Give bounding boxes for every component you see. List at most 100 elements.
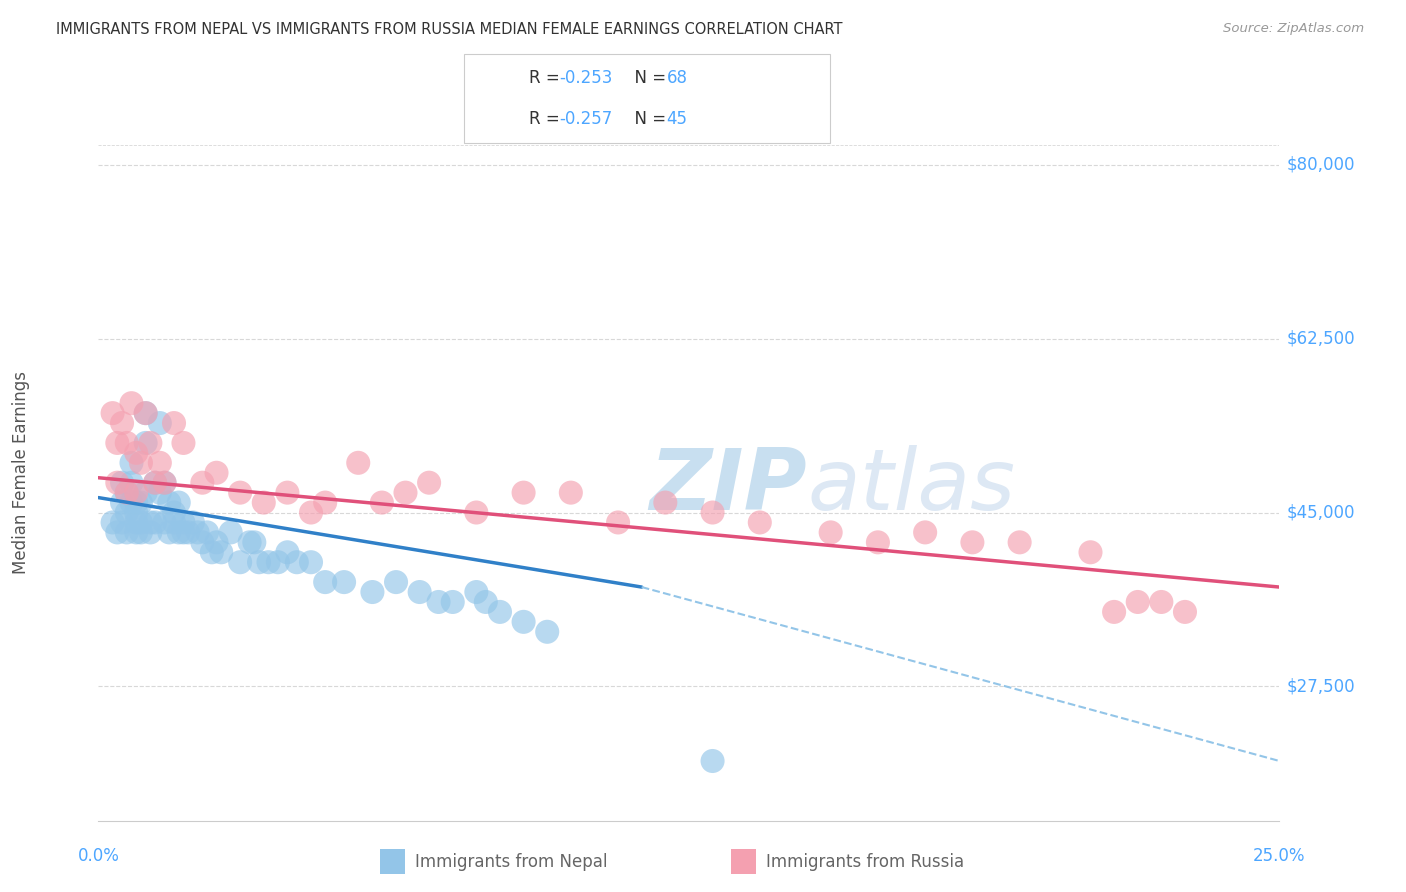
Point [115,485,138,500]
Point [267,555,290,569]
Text: Immigrants from Nepal: Immigrants from Nepal [415,853,607,871]
Text: Immigrants from Russia: Immigrants from Russia [766,853,965,871]
Point [111,516,134,530]
Point [560,485,582,500]
Point [125,495,148,509]
Text: $27,500: $27,500 [1286,677,1355,696]
Point [209,545,232,559]
Point [361,585,384,599]
Point [129,456,152,470]
Point [153,475,176,490]
Text: N =: N = [624,69,672,87]
Point [121,495,143,509]
Point [219,525,242,540]
Point [149,485,172,500]
Point [253,495,276,509]
Text: N =: N = [624,110,672,128]
Point [536,624,558,639]
Point [187,525,209,540]
Point [163,416,186,430]
Point [475,595,498,609]
Point [314,575,336,590]
Point [333,575,356,590]
Point [143,475,166,490]
Text: $45,000: $45,000 [1286,503,1355,522]
Text: IMMIGRANTS FROM NEPAL VS IMMIGRANTS FROM RUSSIA MEDIAN FEMALE EARNINGS CORRELATI: IMMIGRANTS FROM NEPAL VS IMMIGRANTS FROM… [56,22,842,37]
Point [172,516,194,530]
Point [105,436,128,450]
Point [962,535,984,549]
Point [347,456,370,470]
Point [394,485,416,500]
Text: 0.0%: 0.0% [77,847,120,865]
Point [172,525,194,540]
Point [125,525,148,540]
Point [111,416,134,430]
Point [418,475,440,490]
Point [139,516,162,530]
Point [465,506,488,520]
Point [143,475,166,490]
Point [914,525,936,540]
Point [866,535,889,549]
Point [149,416,172,430]
Text: 68: 68 [666,69,688,87]
Point [195,525,218,540]
Point [239,535,262,549]
Point [427,595,450,609]
Point [135,406,157,420]
Point [702,754,724,768]
Point [512,485,534,500]
Point [191,475,214,490]
Point [229,555,252,569]
Point [512,615,534,629]
Point [163,516,186,530]
Point [167,525,190,540]
Point [314,495,336,509]
Point [205,466,228,480]
Point [489,605,512,619]
Point [125,485,148,500]
Point [139,525,162,540]
Point [167,495,190,509]
Point [111,495,134,509]
Point [181,516,204,530]
Point [157,495,180,509]
Point [153,475,176,490]
Text: 25.0%: 25.0% [1253,847,1306,865]
Text: Median Female Earnings: Median Female Earnings [13,371,30,574]
Point [205,535,228,549]
Point [115,436,138,450]
Point [654,495,676,509]
Point [385,575,408,590]
Point [105,475,128,490]
Point [441,595,464,609]
Point [111,475,134,490]
Point [1008,535,1031,549]
Point [299,555,322,569]
Point [748,516,770,530]
Point [115,525,138,540]
Point [121,475,143,490]
Point [1174,605,1197,619]
Point [408,585,430,599]
Point [139,436,162,450]
Point [285,555,308,569]
Point [125,506,148,520]
Point [371,495,394,509]
Text: -0.253: -0.253 [560,69,613,87]
Point [1080,545,1102,559]
Point [121,396,143,410]
Text: ZIP: ZIP [650,445,807,528]
Text: atlas: atlas [807,445,1015,528]
Point [157,525,180,540]
Text: $80,000: $80,000 [1286,155,1355,174]
Point [143,516,166,530]
Point [135,406,157,420]
Text: R =: R = [529,110,565,128]
Point [1102,605,1125,619]
Point [105,525,128,540]
Point [229,485,252,500]
Point [191,535,214,549]
Text: Source: ZipAtlas.com: Source: ZipAtlas.com [1223,22,1364,36]
